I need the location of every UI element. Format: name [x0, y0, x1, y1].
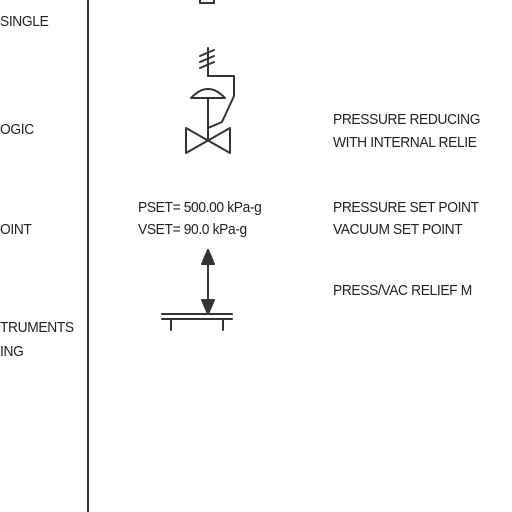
left-label-logic: OGIC [0, 121, 34, 138]
left-label-instruments: TRUMENTS [0, 319, 74, 336]
left-label-ing: ING [0, 343, 24, 360]
pressure-reducing-valve-symbol [185, 47, 235, 154]
pressure-set-value: PSET= 500.00 kPa-g [138, 199, 262, 216]
vacuum-set-value: VSET= 90.0 kPa-g [138, 221, 247, 238]
pressure-set-point-label: PRESSURE SET POINT [333, 199, 479, 216]
vacuum-set-point-label: VACUUM SET POINT [333, 221, 463, 238]
valve-description-line-2: WITH INTERNAL RELIE [333, 134, 477, 151]
left-label-single: SINGLE [0, 13, 49, 30]
column-divider-line [87, 0, 89, 512]
left-label-point: OINT [0, 221, 32, 238]
cropped-symbol-fragment [199, 0, 215, 4]
press-vac-relief-label: PRESS/VAC RELIEF M [333, 282, 472, 299]
press-vac-relief-symbol [161, 249, 233, 331]
valve-description-line-1: PRESSURE REDUCING [333, 111, 481, 128]
